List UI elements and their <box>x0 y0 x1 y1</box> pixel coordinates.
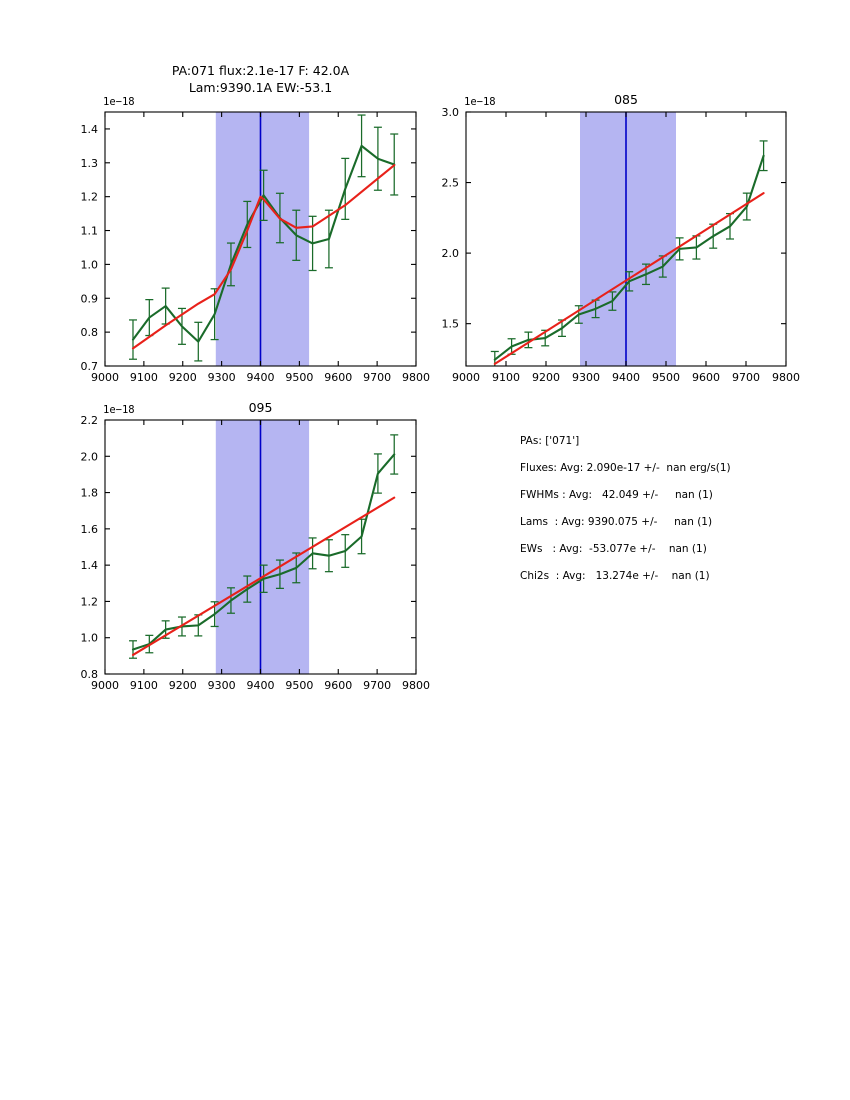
spectrum-curve <box>131 144 396 343</box>
x-tick-label: 9800 <box>772 371 800 384</box>
x-tick-label: 9800 <box>402 371 430 384</box>
panel-title: 095 <box>249 400 273 415</box>
x-tick-label: 9700 <box>363 371 391 384</box>
x-tick-label: 9500 <box>285 371 313 384</box>
fit-curve <box>493 192 765 365</box>
figure-title-line2: Lam:9390.1A EW:-53.1 <box>189 80 332 95</box>
summary-row-chi2s: Chi2s : Avg: 13.274e +/- nan (1) <box>520 570 710 582</box>
panel-title: 085 <box>614 92 638 107</box>
summary-row-pas: PAs: ['071'] <box>520 435 580 447</box>
figure-title-line1: PA:071 flux:2.1e-17 F: 42.0A <box>172 63 350 78</box>
x-tick-label: 9700 <box>363 679 391 692</box>
x-tick-label: 9600 <box>692 371 720 384</box>
x-tick-label: 9000 <box>452 371 480 384</box>
x-tick-label: 9400 <box>612 371 640 384</box>
y-axis-offset-label: 1e−18 <box>103 96 135 108</box>
summary-row-ews: EWs : Avg: -53.077e +/- nan (1) <box>520 543 707 555</box>
y-tick-label: 0.8 <box>81 326 99 339</box>
y-tick-label: 1.0 <box>81 632 99 645</box>
spectrum-curve <box>493 154 765 361</box>
y-tick-label: 2.0 <box>81 450 99 463</box>
y-tick-label: 0.9 <box>81 292 99 305</box>
y-tick-label: 3.0 <box>442 106 460 119</box>
x-tick-label: 9300 <box>572 371 600 384</box>
y-tick-label: 1.2 <box>81 191 99 204</box>
x-tick-label: 9800 <box>402 679 430 692</box>
y-axis-offset-label: 1e−18 <box>103 404 135 416</box>
y-tick-label: 2.5 <box>442 177 460 190</box>
x-tick-label: 9100 <box>130 679 158 692</box>
x-tick-label: 9400 <box>247 679 275 692</box>
x-tick-label: 9000 <box>91 679 119 692</box>
x-tick-label: 9300 <box>208 371 236 384</box>
summary-text-block: PAs: ['071'] Fluxes: Avg: 2.090e-17 +/- … <box>520 428 820 590</box>
x-tick-label: 9100 <box>492 371 520 384</box>
summary-row-lams: Lams : Avg: 9390.075 +/- nan (1) <box>520 516 713 528</box>
plot-panel-071[interactable]: 9000 9100 9200 9300 9400 9500 9600 9700 9800 0.7 0… <box>49 50 442 392</box>
y-tick-label: 1.1 <box>81 225 99 238</box>
y-tick-label: 1.4 <box>81 559 99 572</box>
y-tick-label: 1.0 <box>81 258 99 271</box>
y-tick-label: 1.5 <box>442 318 460 331</box>
x-tick-label: 9000 <box>91 371 119 384</box>
x-tick-label: 9500 <box>652 371 680 384</box>
y-tick-label: 1.6 <box>81 523 99 536</box>
fit-curve <box>131 164 396 350</box>
x-tick-label: 9600 <box>324 371 352 384</box>
x-tick-label: 9400 <box>247 371 275 384</box>
line-region-shading <box>215 112 310 366</box>
x-tick-label: 9600 <box>324 679 352 692</box>
y-tick-label: 1.4 <box>81 123 99 136</box>
x-tick-label: 9200 <box>169 371 197 384</box>
x-tick-label: 9500 <box>285 679 313 692</box>
y-tick-label: 0.8 <box>81 668 99 681</box>
summary-row-fluxes: Fluxes: Avg: 2.090e-17 +/- nan erg/s(1) <box>520 462 731 474</box>
x-tick-label: 9700 <box>732 371 760 384</box>
x-tick-label: 9100 <box>130 371 158 384</box>
y-tick-label: 2.0 <box>442 247 460 260</box>
fit-curve <box>131 496 396 657</box>
plot-panel-095[interactable]: 9000 9100 9200 9300 9400 9500 9600 9700 9800 0.8 1… <box>49 358 442 700</box>
y-axis-offset-label: 1e−18 <box>464 96 496 108</box>
y-tick-label: 1.3 <box>81 157 99 170</box>
x-tick-label: 9300 <box>208 679 236 692</box>
y-tick-label: 1.8 <box>81 487 99 500</box>
y-tick-label: 0.7 <box>81 360 99 373</box>
summary-row-fwhms: FWHMs : Avg: 42.049 +/- nan (1) <box>520 489 713 501</box>
spectrum-curve <box>131 453 396 651</box>
y-tick-label: 2.2 <box>81 414 99 427</box>
x-tick-label: 9200 <box>532 371 560 384</box>
line-region-shading <box>215 420 310 674</box>
plot-panel-085[interactable]: 9000 9100 9200 9300 9400 9500 9600 9700 9800 1.5 2… <box>410 50 812 392</box>
x-tick-label: 9200 <box>169 679 197 692</box>
line-region-shading <box>580 112 676 366</box>
y-tick-label: 1.2 <box>81 595 99 608</box>
